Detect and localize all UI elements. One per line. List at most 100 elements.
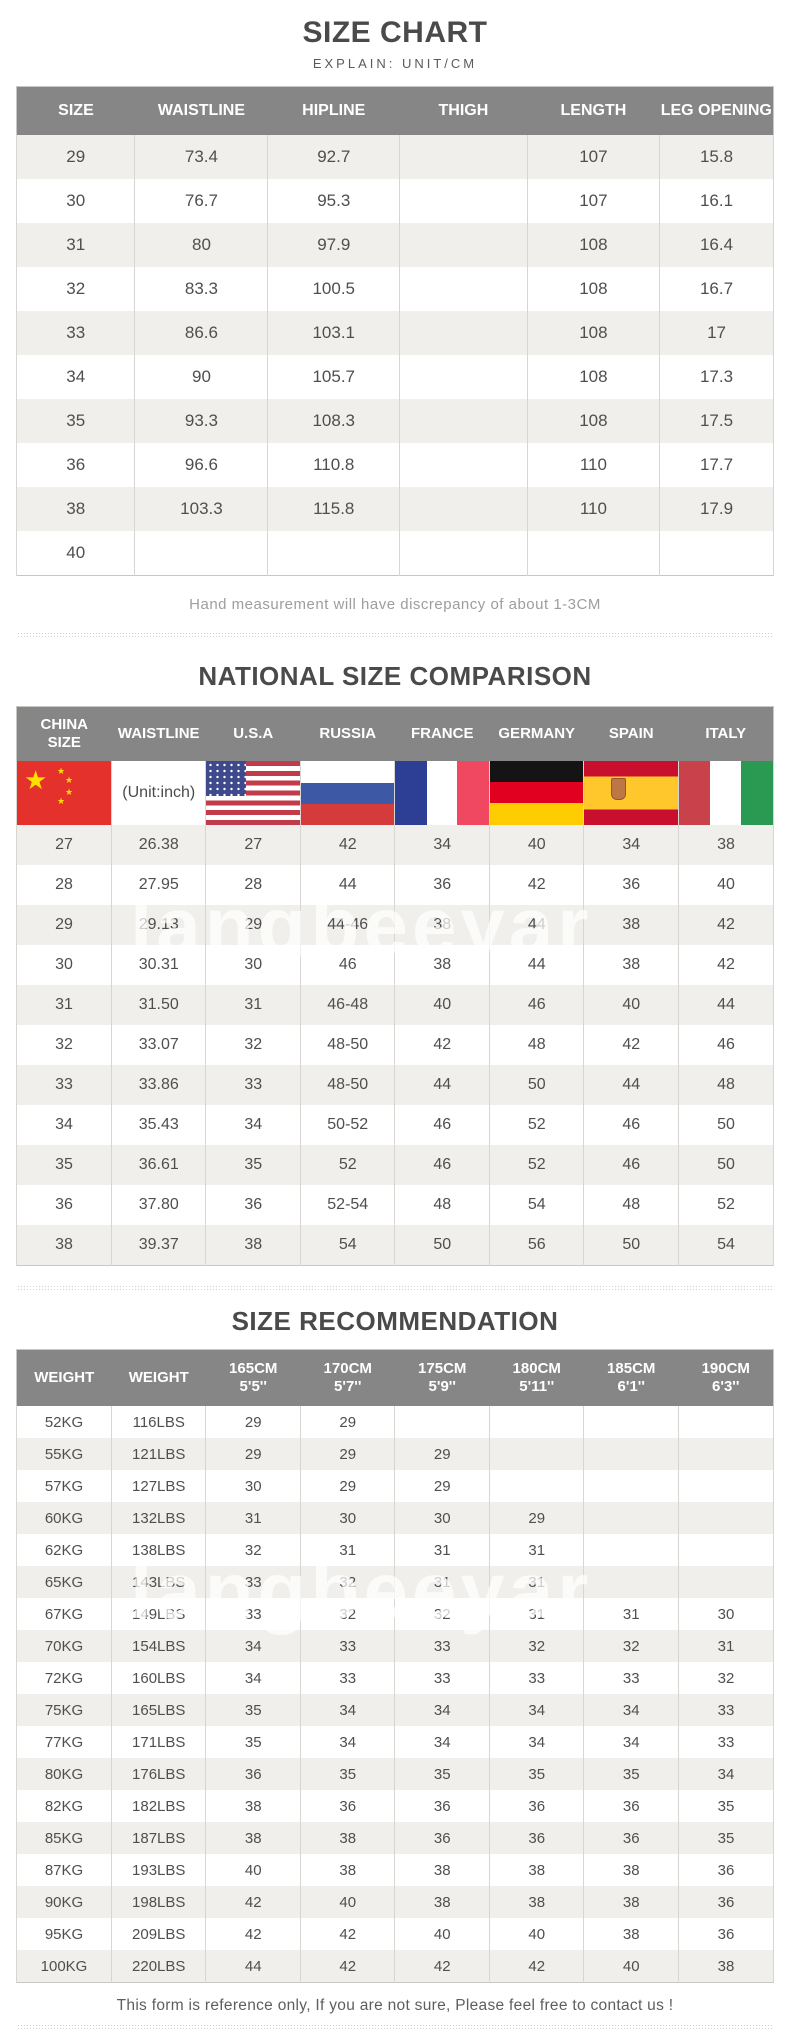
table-cell: 34: [488, 1694, 585, 1726]
table-cell: 36: [15, 443, 136, 487]
table-cell: 42: [205, 1886, 301, 1918]
table-cell: 38: [16, 1225, 112, 1266]
table-cell: 33: [677, 1726, 775, 1758]
table-row: 29 29.13 29 44-46 38 44 38 42: [16, 905, 775, 945]
table-cell: 52: [488, 1105, 585, 1145]
table-cell: 44: [488, 945, 585, 985]
column-header: WEIGHT: [16, 1349, 112, 1406]
table-cell: [399, 487, 528, 531]
column-header: SIZE: [16, 86, 135, 135]
table-cell: 38: [394, 1886, 490, 1918]
table-cell: 33.86: [110, 1065, 207, 1105]
table-row: 85KG 187LBS 38 38 36 36 36 35: [16, 1822, 775, 1854]
table-cell: 33: [15, 311, 136, 355]
table-cell: 115.8: [267, 487, 400, 531]
column-header: 170CM 5'7'': [300, 1349, 395, 1406]
table-cell: 33: [16, 1065, 112, 1105]
table-cell: 38: [394, 945, 490, 985]
table-row: 82KG 182LBS 38 36 36 36 36 35: [16, 1790, 775, 1822]
table-cell: [399, 223, 528, 267]
table-cell: 46: [583, 1145, 679, 1185]
table-cell: 17.3: [659, 355, 774, 399]
table-cell: [659, 531, 774, 576]
table-cell: 28: [16, 865, 112, 905]
table-cell: 60KG: [16, 1502, 112, 1534]
table-row: 38 103.3 115.8 110 17.9: [15, 487, 774, 531]
table-cell: 40: [394, 985, 490, 1025]
table-cell: 85KG: [16, 1822, 112, 1854]
russia-flag-cell: [299, 761, 396, 825]
table-cell: 29.13: [110, 905, 207, 945]
table-cell: 33: [677, 1694, 775, 1726]
table-cell: 42: [299, 825, 396, 865]
table-cell: 48-50: [299, 1065, 396, 1105]
table-cell: 82KG: [16, 1790, 112, 1822]
table-cell: 35: [15, 399, 136, 443]
table-cell: 17.7: [659, 443, 774, 487]
table-cell: 38: [488, 1854, 585, 1886]
table-cell: 55KG: [16, 1438, 112, 1470]
table-cell: 34: [299, 1694, 396, 1726]
table-row: 52KG 116LBS 29 29: [16, 1406, 775, 1438]
table-cell: 38: [394, 1854, 490, 1886]
table-cell: 34: [299, 1726, 396, 1758]
table-cell: 105.7: [267, 355, 400, 399]
table-cell: 33: [205, 1065, 301, 1105]
table-cell: 46-48: [299, 985, 396, 1025]
table-cell: 32: [394, 1598, 490, 1630]
table-cell: 35: [394, 1758, 490, 1790]
column-header: U.S.A: [205, 706, 301, 761]
table-cell: [677, 1470, 775, 1502]
table-cell: 108: [526, 311, 661, 355]
table-cell: 54: [488, 1185, 585, 1225]
table-cell: 48-50: [299, 1025, 396, 1065]
header-row: WEIGHT WEIGHT 165CM 5'5'' 170CM 5'7'' 175CM 5'9…: [16, 1349, 774, 1406]
table-cell: 36: [583, 1790, 679, 1822]
table-cell: 27: [16, 825, 112, 865]
table-cell: 40: [583, 985, 679, 1025]
table-cell: 48: [394, 1185, 490, 1225]
table-cell: 80: [134, 223, 269, 267]
table-cell: 38: [299, 1822, 396, 1854]
table-cell: [583, 1438, 679, 1470]
table-cell: 46: [299, 945, 396, 985]
table-cell: 44: [583, 1065, 679, 1105]
column-header: 180CM 5'11'': [489, 1349, 584, 1406]
table-cell: 143LBS: [110, 1566, 207, 1598]
table-cell: [583, 1406, 679, 1438]
table-cell: 95KG: [16, 1918, 112, 1950]
table-row: 80KG 176LBS 36 35 35 35 35 34: [16, 1758, 775, 1790]
column-header: CHINA SIZE: [16, 706, 112, 761]
table-row: 67KG 149LBS 33 32 32 31 31 30: [16, 1598, 775, 1630]
table-cell: 121LBS: [110, 1438, 207, 1470]
table-cell: [488, 1470, 585, 1502]
column-header: FRANCE: [394, 706, 490, 761]
column-header: LENGTH: [527, 86, 660, 135]
column-header: 185CM 6'1'': [583, 1349, 679, 1406]
table-cell: 35: [677, 1822, 775, 1854]
table-cell: 35: [205, 1694, 301, 1726]
table-cell: 30: [677, 1598, 775, 1630]
table-cell: 54: [299, 1225, 396, 1266]
table-cell: 26.38: [110, 825, 207, 865]
table-cell: 31: [15, 223, 136, 267]
table-cell: 31: [583, 1598, 679, 1630]
table-cell: 17.5: [659, 399, 774, 443]
table-cell: 42: [299, 1950, 396, 1983]
table-cell: 34: [205, 1630, 301, 1662]
table-cell: 38: [488, 1886, 585, 1918]
dotted-divider: [18, 1286, 772, 1290]
table-row: 70KG 154LBS 34 33 33 32 32 31: [16, 1630, 775, 1662]
column-header: 190CM 6'3'': [678, 1349, 774, 1406]
table-cell: 32: [205, 1534, 301, 1566]
header-row: CHINA SIZE WAISTLINE U.S.A RUSSIA FRANCE GERMA…: [16, 706, 774, 761]
dotted-divider: [18, 633, 772, 637]
table-cell: 95.3: [267, 179, 400, 223]
table-cell: 40: [677, 865, 775, 905]
table-cell: 50: [488, 1065, 585, 1105]
table-cell: 38: [583, 1886, 679, 1918]
table-cell: 34: [16, 1105, 112, 1145]
size-chart-table: SIZE WAISTLINE HIPLINE THIGH LENGTH LEG OPENI…: [15, 86, 774, 576]
table-cell: 93.3: [134, 399, 269, 443]
